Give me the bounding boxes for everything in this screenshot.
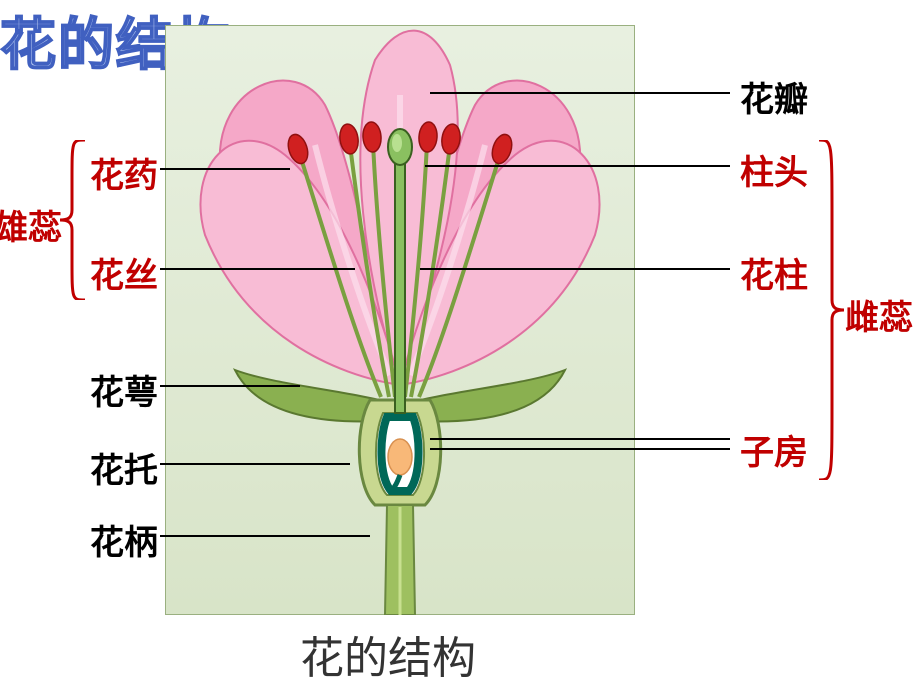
leader-pedicel [160,535,370,537]
style [395,155,405,413]
leader-receptacle [160,463,350,465]
label-stamen-group: 雄蕊 [0,200,62,249]
leader-filament [160,268,355,270]
leader-ovary-b [430,448,730,450]
brace-pistil [814,140,844,480]
label-filament: 花丝 [90,248,158,297]
leader-petal [430,92,730,94]
leader-sepal [160,385,300,387]
leader-stigma [425,165,730,167]
label-pistil-group: 雌蕊 [845,290,913,339]
label-pedicel: 花柄 [90,515,158,564]
label-receptacle: 花托 [90,443,158,492]
illustration-caption: 花的结构 [300,622,476,686]
brace-stamen [60,140,90,300]
label-style: 花柱 [740,248,808,297]
ovule [388,439,412,475]
leader-style [420,268,730,270]
label-sepal: 花萼 [90,365,158,414]
label-petal: 花瓣 [740,72,808,121]
label-anther: 花药 [90,148,158,197]
flower-illustration [165,25,635,615]
label-stigma: 柱头 [740,145,808,194]
label-ovary: 子房 [740,425,808,474]
leader-anther [160,168,290,170]
leader-ovary-a [430,438,730,440]
